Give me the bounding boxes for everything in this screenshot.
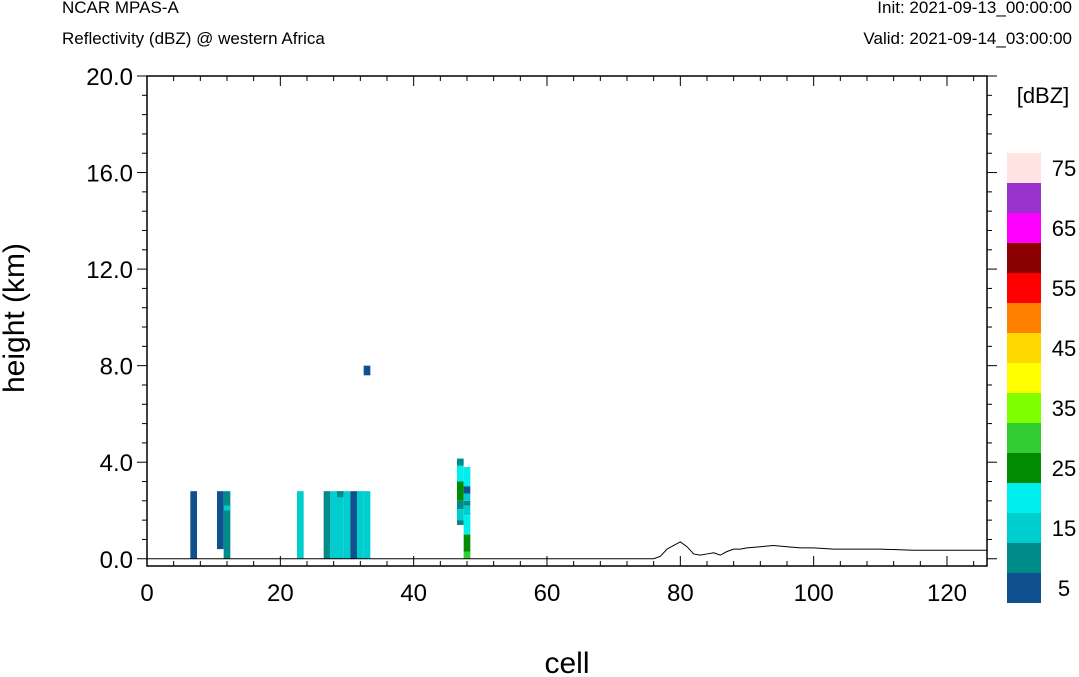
plot-frame: [146, 75, 988, 567]
reflectivity-cell: [457, 458, 464, 466]
reflectivity-cell: [217, 491, 224, 550]
reflectivity-cell: [463, 467, 471, 487]
colorbar-swatch: [1007, 393, 1041, 423]
reflectivity-cell: [223, 505, 231, 511]
y-tick-label: 4.0: [100, 450, 133, 477]
y-tick-label: 0.0: [100, 547, 133, 574]
colorbar: 5 15 25 35 45 55 65 75: [1007, 153, 1076, 603]
reflectivity-cell: [357, 491, 364, 559]
reflectivity-cell: [363, 365, 371, 376]
colorbar-label: 15: [1052, 516, 1076, 541]
reflectivity-cell: [323, 491, 331, 559]
colorbar-swatch: [1007, 273, 1041, 303]
x-tick-label: 40: [400, 580, 427, 607]
colorbar-swatch: [1007, 543, 1041, 573]
reflectivity-cell: [457, 520, 464, 525]
chart-subtitle: Reflectivity (dBZ) @ western Africa: [62, 29, 325, 48]
colorbar-swatch: [1007, 303, 1041, 333]
reflectivity-cell: [463, 493, 471, 501]
y-axis-label: height (km): [0, 243, 31, 393]
reflectivity-cell: [463, 505, 471, 516]
colorbar-label: 45: [1052, 336, 1076, 361]
reflectivity-cell: [297, 491, 304, 559]
x-tick-label: 120: [927, 580, 967, 607]
reflectivity-cell: [457, 509, 464, 521]
colorbar-swatch: [1007, 213, 1041, 243]
reflectivity-cell: [337, 491, 344, 559]
colorbar-label: 5: [1058, 576, 1070, 601]
y-tick-label: 12.0: [86, 257, 133, 284]
x-tick-label: 100: [794, 580, 834, 607]
reflectivity-cell: [343, 491, 351, 559]
colorbar-swatch: [1007, 363, 1041, 393]
x-axis-label: cell: [544, 647, 589, 677]
reflectivity-cell: [337, 491, 344, 498]
terrain-line: [147, 541, 987, 560]
colorbar-swatch: [1007, 333, 1041, 363]
reflectivity-cell: [363, 491, 371, 559]
colorbar-swatch: [1007, 513, 1041, 543]
reflectivity-cell: [190, 491, 197, 559]
reflectivity-cell: [350, 491, 357, 559]
reflectivity-cell: [463, 551, 471, 559]
y-tick-label: 16.0: [86, 161, 133, 188]
colorbar-label: 55: [1052, 276, 1076, 301]
x-tick-label: 0: [140, 580, 153, 607]
colorbar-swatch: [1007, 183, 1041, 213]
chart-title: NCAR MPAS-A: [62, 0, 179, 17]
reflectivity-cell: [463, 486, 471, 494]
reflectivity-cell: [463, 500, 471, 506]
valid-time: Valid: 2021-09-14_03:00:00: [863, 29, 1072, 48]
reflectivity-cell: [457, 481, 464, 501]
reflectivity-cell: [457, 465, 464, 482]
x-tick-label: 60: [534, 580, 561, 607]
reflectivity-cell: [463, 515, 471, 535]
colorbar-swatch: [1007, 153, 1041, 183]
reflectivity-cell: [457, 500, 464, 510]
y-tick-label: 8.0: [100, 354, 133, 381]
x-tick-label: 20: [267, 580, 294, 607]
colorbar-label: 75: [1052, 156, 1076, 181]
colorbar-title: [dBZ]: [1017, 83, 1070, 108]
plot-axes: 0 20 40 60 80 100 120 0.0 4.0 8.0 12.0 16.0 20.0: [86, 64, 997, 607]
terrain-line: [147, 541, 987, 560]
colorbar-swatch: [1007, 243, 1041, 273]
colorbar-label: 35: [1052, 396, 1076, 421]
reflectivity-cells: [190, 365, 471, 559]
colorbar-label: 25: [1052, 456, 1076, 481]
reflectivity-cell: [223, 491, 231, 559]
y-tick-label: 20.0: [86, 64, 133, 91]
init-time: Init: 2021-09-13_00:00:00: [877, 0, 1072, 17]
colorbar-swatch: [1007, 573, 1041, 603]
colorbar-swatch: [1007, 483, 1041, 513]
colorbar-swatch: [1007, 423, 1041, 453]
colorbar-swatch: [1007, 453, 1041, 483]
colorbar-label: 65: [1052, 216, 1076, 241]
reflectivity-cell: [463, 534, 471, 552]
x-tick-label: 80: [667, 580, 694, 607]
reflectivity-cell: [330, 491, 337, 559]
